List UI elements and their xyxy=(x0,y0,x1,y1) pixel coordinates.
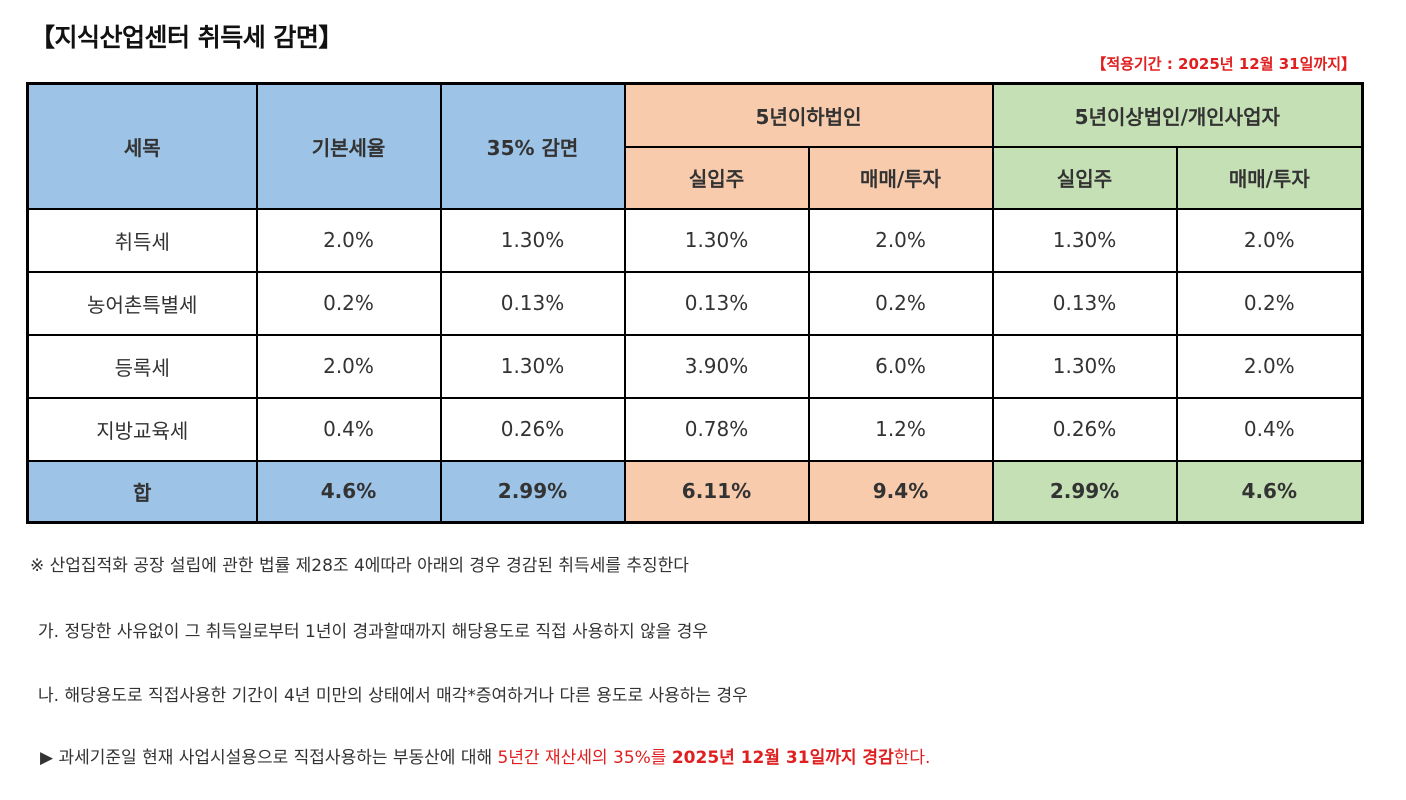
cell-under5-trade: 1.2% xyxy=(807,396,994,462)
note-property-tax-deadline: 2025년 12월 31일까지 경감 xyxy=(671,748,894,768)
cell-reduction: 0.13% xyxy=(439,270,626,336)
note-recapture: ※ 산업집적화 공장 설립에 관한 법률 제28조 4에따라 아래의 경우 경감… xyxy=(30,556,689,576)
header-item: 세목 xyxy=(26,82,258,210)
total-under5-trade: 9.4% xyxy=(807,459,994,524)
table-row: 취득세 2.0% 1.30% 1.30% 2.0% 1.30% 2.0% xyxy=(26,207,1364,273)
total-row: 합 4.6% 2.99% 6.11% 9.4% 2.99% 4.6% xyxy=(26,459,1364,524)
header-over5-occupancy: 실입주 xyxy=(991,145,1178,210)
cell-under5-occupancy: 1.30% xyxy=(623,207,810,273)
header-group-over5: 5년이상법인/개인사업자 xyxy=(991,82,1364,148)
cell-under5-occupancy: 3.90% xyxy=(623,333,810,399)
cell-over5-occupancy: 0.26% xyxy=(991,396,1178,462)
table-row: 등록세 2.0% 1.30% 3.90% 6.0% 1.30% 2.0% xyxy=(26,333,1364,399)
header-base-rate: 기본세율 xyxy=(255,82,442,210)
header-row-top: 세목 기본세율 35% 감면 5년이하법인 5년이상법인/개인사업자 xyxy=(26,82,1364,210)
cell-over5-occupancy: 0.13% xyxy=(991,270,1178,336)
cell-under5-occupancy: 0.13% xyxy=(623,270,810,336)
row-name: 취득세 xyxy=(26,207,258,273)
cell-reduction: 1.30% xyxy=(439,333,626,399)
header-under5-trade: 매매/투자 xyxy=(807,145,994,210)
cell-over5-trade: 2.0% xyxy=(1175,333,1364,399)
table-row: 농어촌특별세 0.2% 0.13% 0.13% 0.2% 0.13% 0.2% xyxy=(26,270,1364,336)
cell-base-rate: 0.4% xyxy=(255,396,442,462)
cell-under5-occupancy: 0.78% xyxy=(623,396,810,462)
note-property-tax-suffix: 한다. xyxy=(893,748,931,768)
total-base-rate: 4.6% xyxy=(255,459,442,524)
note-property-tax: ▶ 과세기준일 현재 사업시설용으로 직접사용하는 부동산에 대해 5년간 재산… xyxy=(40,743,930,768)
cell-under5-trade: 0.2% xyxy=(807,270,994,336)
cell-under5-trade: 6.0% xyxy=(807,333,994,399)
note-property-tax-prefix: ▶ 과세기준일 현재 사업시설용으로 직접사용하는 부동산에 대해 xyxy=(40,748,498,768)
total-under5-occupancy: 6.11% xyxy=(623,459,810,524)
note-property-tax-red: 5년간 재산세의 35%를 xyxy=(497,748,672,768)
total-label: 합 xyxy=(26,459,258,524)
total-over5-trade: 4.6% xyxy=(1175,459,1364,524)
row-name: 농어촌특별세 xyxy=(26,270,258,336)
header-reduction: 35% 감면 xyxy=(439,82,626,210)
row-name: 지방교육세 xyxy=(26,396,258,462)
table-row: 지방교육세 0.4% 0.26% 0.78% 1.2% 0.26% 0.4% xyxy=(26,396,1364,462)
cell-under5-trade: 2.0% xyxy=(807,207,994,273)
cell-over5-trade: 0.4% xyxy=(1175,396,1364,462)
header-row-sub: 실입주 매매/투자 실입주 매매/투자 xyxy=(28,145,1364,210)
header-group-under5: 5년이하법인 xyxy=(623,82,994,148)
cell-base-rate: 0.2% xyxy=(255,270,442,336)
cell-over5-trade: 0.2% xyxy=(1175,270,1364,336)
cell-over5-trade: 2.0% xyxy=(1175,207,1364,273)
note-item-na: 나. 해당용도로 직접사용한 기간이 4년 미만의 상태에서 매각*증여하거나 … xyxy=(38,686,748,706)
cell-reduction: 1.30% xyxy=(439,207,626,273)
cell-base-rate: 2.0% xyxy=(255,207,442,273)
total-reduction: 2.99% xyxy=(439,459,626,524)
page-title: 【지식산업센터 취득세 감면】 xyxy=(30,23,343,52)
note-item-ga: 가. 정당한 사유없이 그 취득일로부터 1년이 경과할때까지 해당용도로 직접… xyxy=(38,622,708,642)
row-name: 등록세 xyxy=(26,333,258,399)
cell-reduction: 0.26% xyxy=(439,396,626,462)
cell-over5-occupancy: 1.30% xyxy=(991,333,1178,399)
header-under5-occupancy: 실입주 xyxy=(623,145,810,210)
tax-table: 세목 기본세율 35% 감면 5년이하법인 5년이상법인/개인사업자 실입주 매… xyxy=(26,82,1365,524)
total-over5-occupancy: 2.99% xyxy=(991,459,1178,524)
application-period: 【적용기간 : 2025년 12월 31일까지】 xyxy=(1091,55,1356,73)
cell-over5-occupancy: 1.30% xyxy=(991,207,1178,273)
header-over5-trade: 매매/투자 xyxy=(1175,145,1364,210)
cell-base-rate: 2.0% xyxy=(255,333,442,399)
